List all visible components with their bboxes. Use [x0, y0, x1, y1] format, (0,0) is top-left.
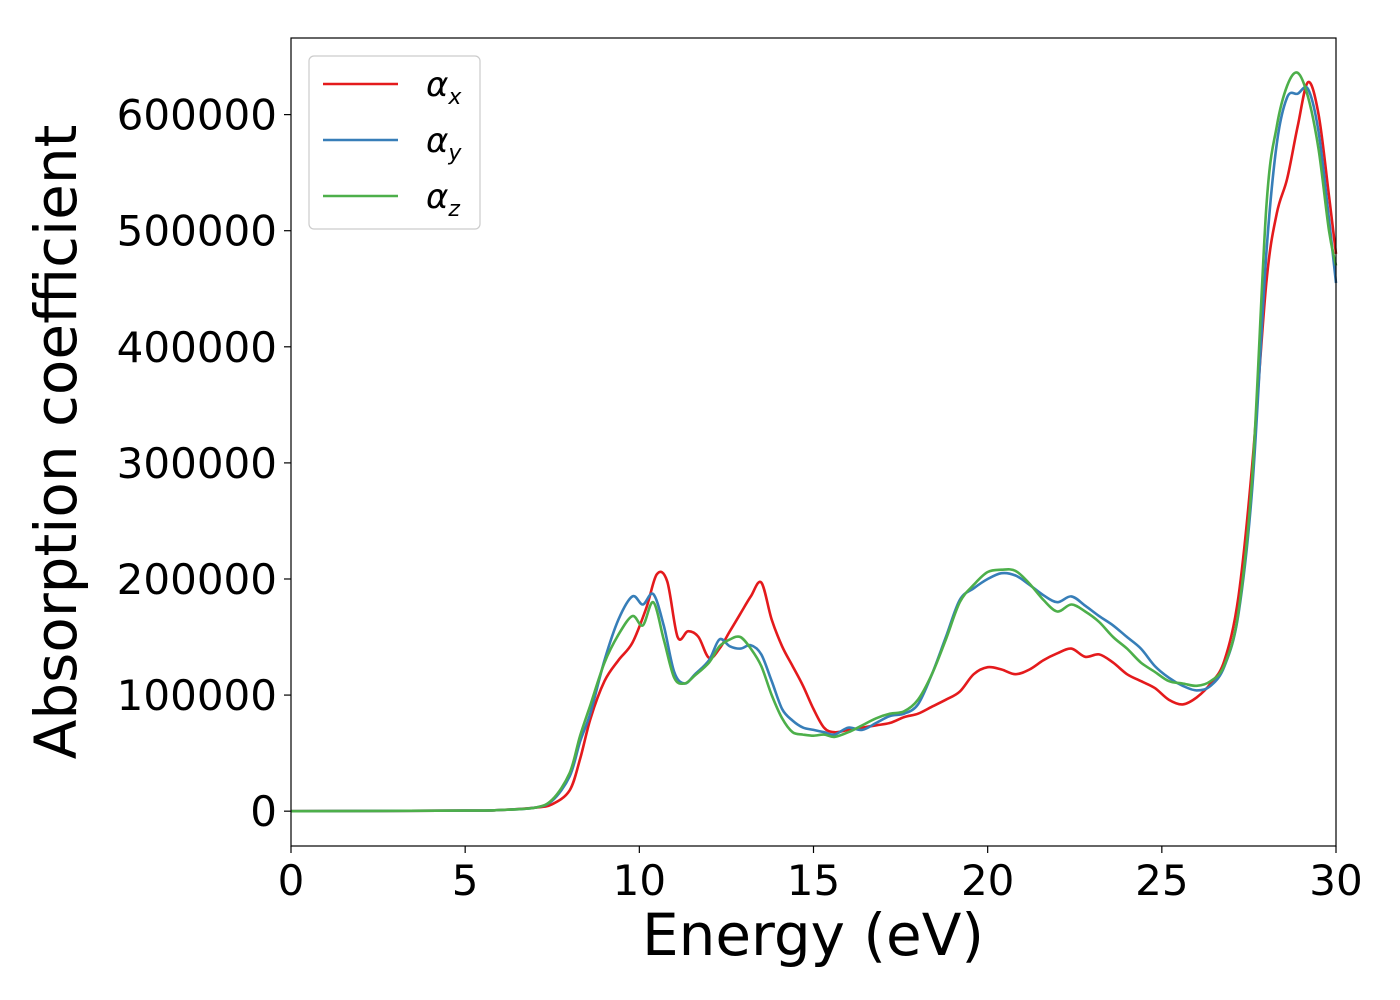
- series-line-z: [290, 71, 1338, 813]
- y-tick-label: 500000: [117, 207, 277, 256]
- legend-label-y: αy: [426, 121, 462, 166]
- x-tick-label: 0: [278, 856, 305, 905]
- y-tick-label: 100000: [117, 671, 277, 720]
- y-tick-label: 400000: [117, 323, 277, 372]
- legend-entries: αx αy αz: [323, 65, 462, 222]
- series-layer: [290, 71, 1338, 813]
- x-tick-label: 30: [1309, 856, 1362, 905]
- y-axis-ticks: 0 100000 200000 300000 400000 500000 600000: [117, 91, 291, 836]
- series-line-x: [290, 80, 1338, 813]
- y-tick-label: 600000: [117, 91, 277, 140]
- x-tick-label: 5: [452, 856, 479, 905]
- legend: αx αy αz: [308, 55, 481, 230]
- y-axis-title: Absorption coefficient: [22, 125, 90, 760]
- legend-box: [308, 55, 481, 230]
- x-axis-ticks: 0 5 10 15 20 25 30: [278, 846, 1363, 905]
- x-tick-label: 10: [613, 856, 666, 905]
- legend-label-x: αx: [426, 65, 462, 110]
- x-tick-label: 25: [1135, 856, 1188, 905]
- legend-label-z: αz: [426, 177, 460, 222]
- x-tick-label: 20: [961, 856, 1014, 905]
- y-tick-label: 200000: [117, 555, 277, 604]
- y-tick-label: 0: [250, 787, 277, 836]
- x-tick-label: 15: [787, 856, 840, 905]
- x-axis-title: Energy (eV): [642, 901, 984, 969]
- y-tick-label: 300000: [117, 439, 277, 488]
